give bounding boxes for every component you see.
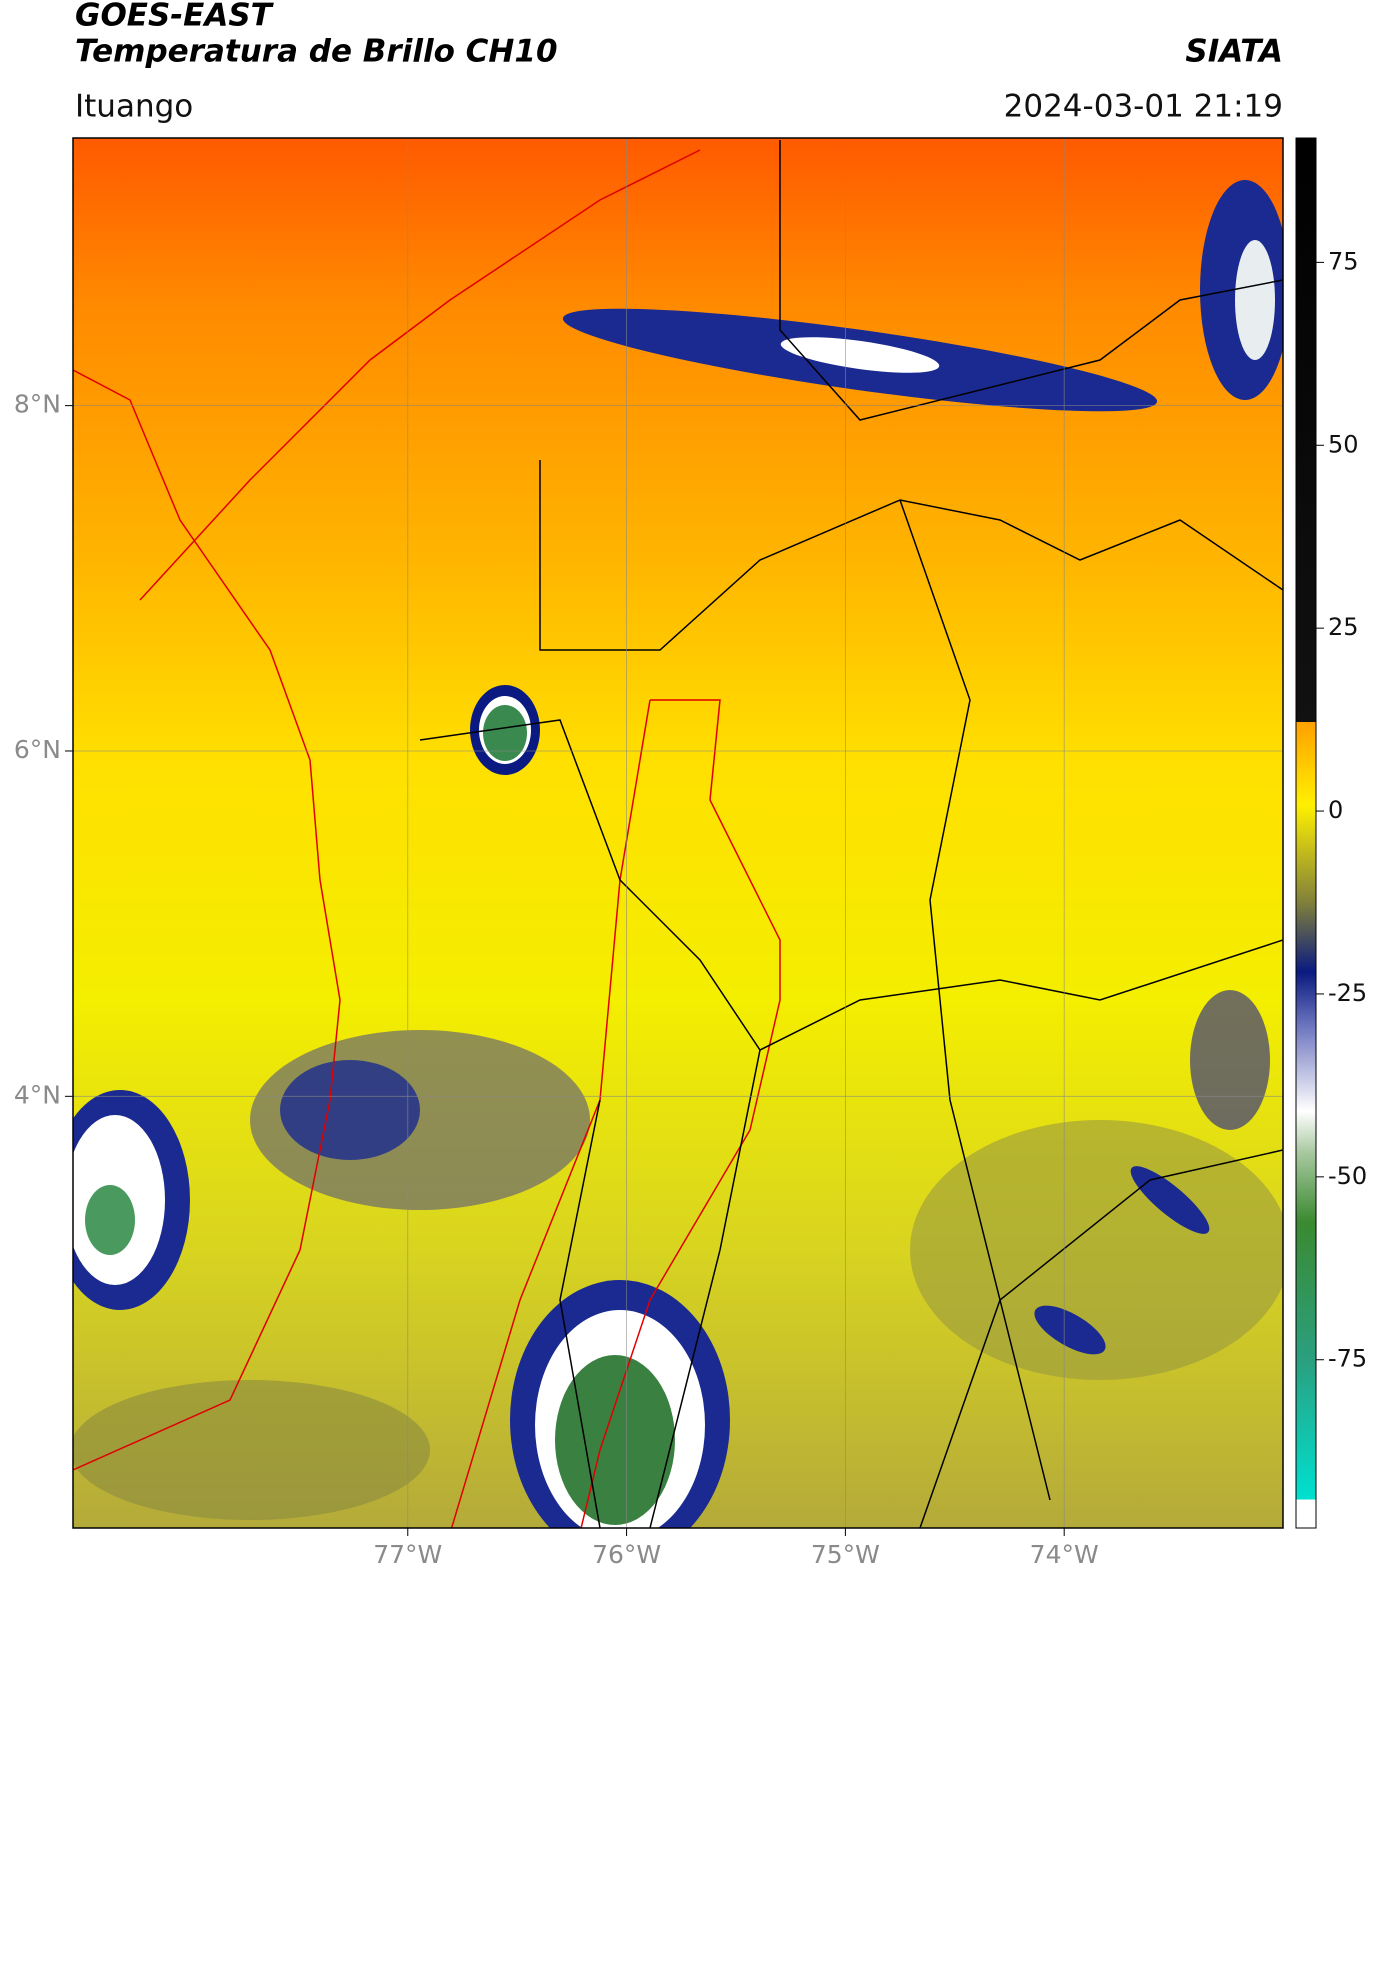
colorbar-tick-label: 75: [1328, 247, 1359, 275]
map-frame: [72, 137, 1284, 1529]
colorbar-tick-label: -75: [1328, 1345, 1367, 1373]
colorbar-tick-label: -50: [1328, 1162, 1367, 1190]
colorbar-tick-label: -25: [1328, 979, 1367, 1007]
colorbar-tick-label: 25: [1328, 613, 1359, 641]
source: SIATA: [1185, 34, 1283, 70]
y-tick-label: 4°N: [14, 1080, 61, 1109]
cloud-features: [73, 180, 1283, 1528]
x-tick-label: 75°W: [811, 1540, 880, 1569]
borders: [73, 140, 1283, 1528]
y-tick-label: 6°N: [14, 735, 61, 764]
colorbar: [1295, 137, 1317, 1529]
colorbar-tick-label: 0: [1328, 796, 1343, 824]
x-tick-label: 76°W: [592, 1540, 661, 1569]
location: Ituango: [75, 89, 193, 125]
x-tick-label: 74°W: [1030, 1540, 1099, 1569]
datetime: 2024-03-01 21:19: [1004, 89, 1283, 125]
title: GOES-EAST: [75, 0, 275, 34]
map: [73, 138, 1283, 1528]
x-tick-label: 77°W: [373, 1540, 442, 1569]
graticule: [73, 138, 1283, 1528]
subtitle: Temperatura de Brillo CH10: [75, 34, 558, 70]
y-tick-label: 8°N: [14, 390, 61, 419]
colorbar-tick-label: 50: [1328, 430, 1359, 458]
